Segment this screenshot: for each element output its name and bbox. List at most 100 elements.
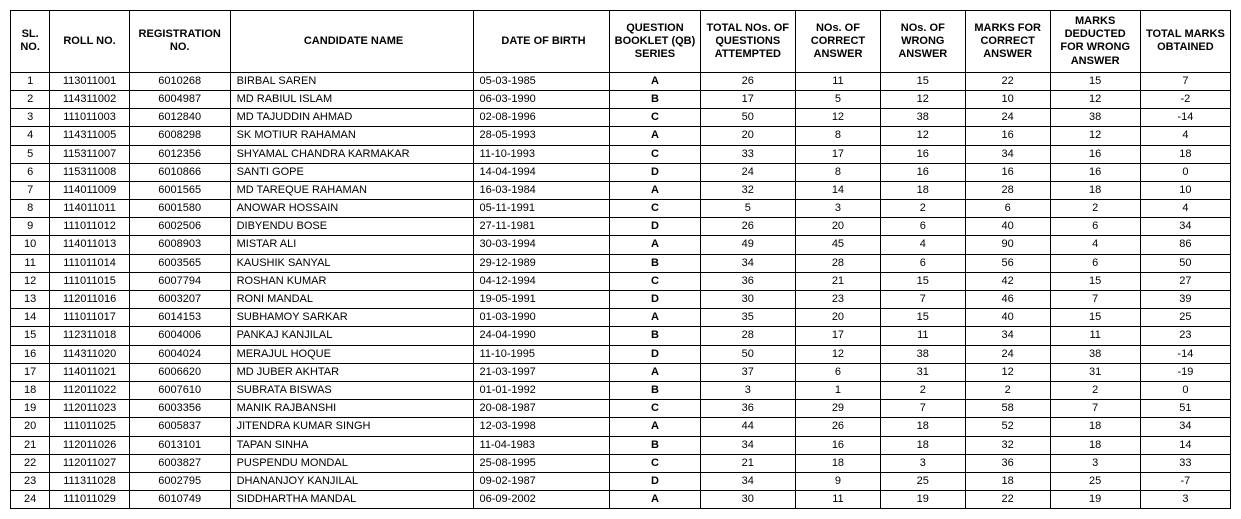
cell-18-3: MANIK RAJBANSHI: [230, 400, 473, 418]
cell-14-7: 17: [796, 327, 881, 345]
cell-20-3: TAPAN SINHA: [230, 436, 473, 454]
cell-23-4: 06-09-2002: [473, 491, 610, 509]
cell-8-7: 20: [796, 218, 881, 236]
cell-4-6: 33: [700, 145, 795, 163]
cell-3-0: 4: [11, 127, 50, 145]
cell-17-6: 3: [700, 381, 795, 399]
cell-7-2: 6001580: [129, 200, 230, 218]
cell-14-2: 6004006: [129, 327, 230, 345]
cell-16-8: 31: [880, 363, 965, 381]
cell-16-5: A: [610, 363, 700, 381]
cell-6-11: 10: [1140, 181, 1230, 199]
cell-20-7: 16: [796, 436, 881, 454]
cell-19-9: 52: [965, 418, 1050, 436]
cell-10-11: 50: [1140, 254, 1230, 272]
cell-14-4: 24-04-1990: [473, 327, 610, 345]
cell-13-6: 35: [700, 309, 795, 327]
col-header-9: MARKS FOR CORRECT ANSWER: [965, 11, 1050, 73]
cell-11-9: 42: [965, 272, 1050, 290]
cell-6-3: MD TAREQUE RAHAMAN: [230, 181, 473, 199]
table-row: 141110110176014153SUBHAMOY SARKAR01-03-1…: [11, 309, 1231, 327]
cell-23-0: 24: [11, 491, 50, 509]
cell-18-1: 112011023: [50, 400, 130, 418]
cell-2-7: 12: [796, 109, 881, 127]
cell-13-1: 111011017: [50, 309, 130, 327]
cell-13-10: 15: [1050, 309, 1140, 327]
cell-0-9: 22: [965, 72, 1050, 90]
cell-9-11: 86: [1140, 236, 1230, 254]
cell-20-2: 6013101: [129, 436, 230, 454]
cell-2-5: C: [610, 109, 700, 127]
cell-1-0: 2: [11, 90, 50, 108]
cell-5-10: 16: [1050, 163, 1140, 181]
cell-0-8: 15: [880, 72, 965, 90]
cell-16-9: 12: [965, 363, 1050, 381]
cell-1-7: 5: [796, 90, 881, 108]
cell-15-11: -14: [1140, 345, 1230, 363]
cell-22-2: 6002795: [129, 472, 230, 490]
cell-12-11: 39: [1140, 291, 1230, 309]
cell-10-9: 56: [965, 254, 1050, 272]
cell-8-10: 6: [1050, 218, 1140, 236]
cell-1-11: -2: [1140, 90, 1230, 108]
cell-5-4: 14-04-1994: [473, 163, 610, 181]
cell-23-8: 19: [880, 491, 965, 509]
col-header-6: TOTAL NOs. OF QUESTIONS ATTEMPTED: [700, 11, 795, 73]
cell-18-5: C: [610, 400, 700, 418]
cell-16-7: 6: [796, 363, 881, 381]
cell-15-2: 6004024: [129, 345, 230, 363]
table-row: 121110110156007794ROSHAN KUMAR04-12-1994…: [11, 272, 1231, 290]
cell-4-0: 5: [11, 145, 50, 163]
cell-2-2: 6012840: [129, 109, 230, 127]
cell-17-8: 2: [880, 381, 965, 399]
header-row: SL. NO.ROLL NO.REGISTRATION NO.CANDIDATE…: [11, 11, 1231, 73]
cell-23-9: 22: [965, 491, 1050, 509]
cell-8-4: 27-11-1981: [473, 218, 610, 236]
table-row: 191120110236003356MANIK RAJBANSHI20-08-1…: [11, 400, 1231, 418]
cell-9-2: 6008903: [129, 236, 230, 254]
cell-20-10: 18: [1050, 436, 1140, 454]
cell-13-4: 01-03-1990: [473, 309, 610, 327]
cell-1-1: 114311002: [50, 90, 130, 108]
cell-1-9: 10: [965, 90, 1050, 108]
cell-0-4: 05-03-1985: [473, 72, 610, 90]
cell-10-0: 11: [11, 254, 50, 272]
cell-18-0: 19: [11, 400, 50, 418]
cell-23-6: 30: [700, 491, 795, 509]
cell-7-0: 8: [11, 200, 50, 218]
table-row: 201110110256005837JITENDRA KUMAR SINGH12…: [11, 418, 1231, 436]
cell-19-1: 111011025: [50, 418, 130, 436]
cell-11-8: 15: [880, 272, 965, 290]
cell-9-10: 4: [1050, 236, 1140, 254]
cell-0-11: 7: [1140, 72, 1230, 90]
cell-4-1: 115311007: [50, 145, 130, 163]
cell-18-9: 58: [965, 400, 1050, 418]
cell-12-3: RONI MANDAL: [230, 291, 473, 309]
table-row: 21143110026004987MD RABIUL ISLAM06-03-19…: [11, 90, 1231, 108]
cell-23-2: 6010749: [129, 491, 230, 509]
cell-2-11: -14: [1140, 109, 1230, 127]
cell-22-10: 25: [1050, 472, 1140, 490]
cell-12-6: 30: [700, 291, 795, 309]
cell-17-1: 112011022: [50, 381, 130, 399]
cell-3-10: 12: [1050, 127, 1140, 145]
col-header-5: QUESTION BOOKLET (QB) SERIES: [610, 11, 700, 73]
cell-17-0: 18: [11, 381, 50, 399]
cell-6-4: 16-03-1984: [473, 181, 610, 199]
cell-4-5: C: [610, 145, 700, 163]
cell-3-8: 12: [880, 127, 965, 145]
cell-3-9: 16: [965, 127, 1050, 145]
cell-20-4: 11-04-1983: [473, 436, 610, 454]
table-row: 151123110186004006PANKAJ KANJILAL24-04-1…: [11, 327, 1231, 345]
results-table: SL. NO.ROLL NO.REGISTRATION NO.CANDIDATE…: [10, 10, 1231, 509]
cell-2-9: 24: [965, 109, 1050, 127]
cell-2-6: 50: [700, 109, 795, 127]
cell-19-2: 6005837: [129, 418, 230, 436]
cell-8-2: 6002506: [129, 218, 230, 236]
table-row: 11130110016010268BIRBAL SAREN05-03-1985A…: [11, 72, 1231, 90]
cell-1-3: MD RABIUL ISLAM: [230, 90, 473, 108]
cell-18-6: 36: [700, 400, 795, 418]
cell-0-5: A: [610, 72, 700, 90]
cell-19-10: 18: [1050, 418, 1140, 436]
cell-7-8: 2: [880, 200, 965, 218]
